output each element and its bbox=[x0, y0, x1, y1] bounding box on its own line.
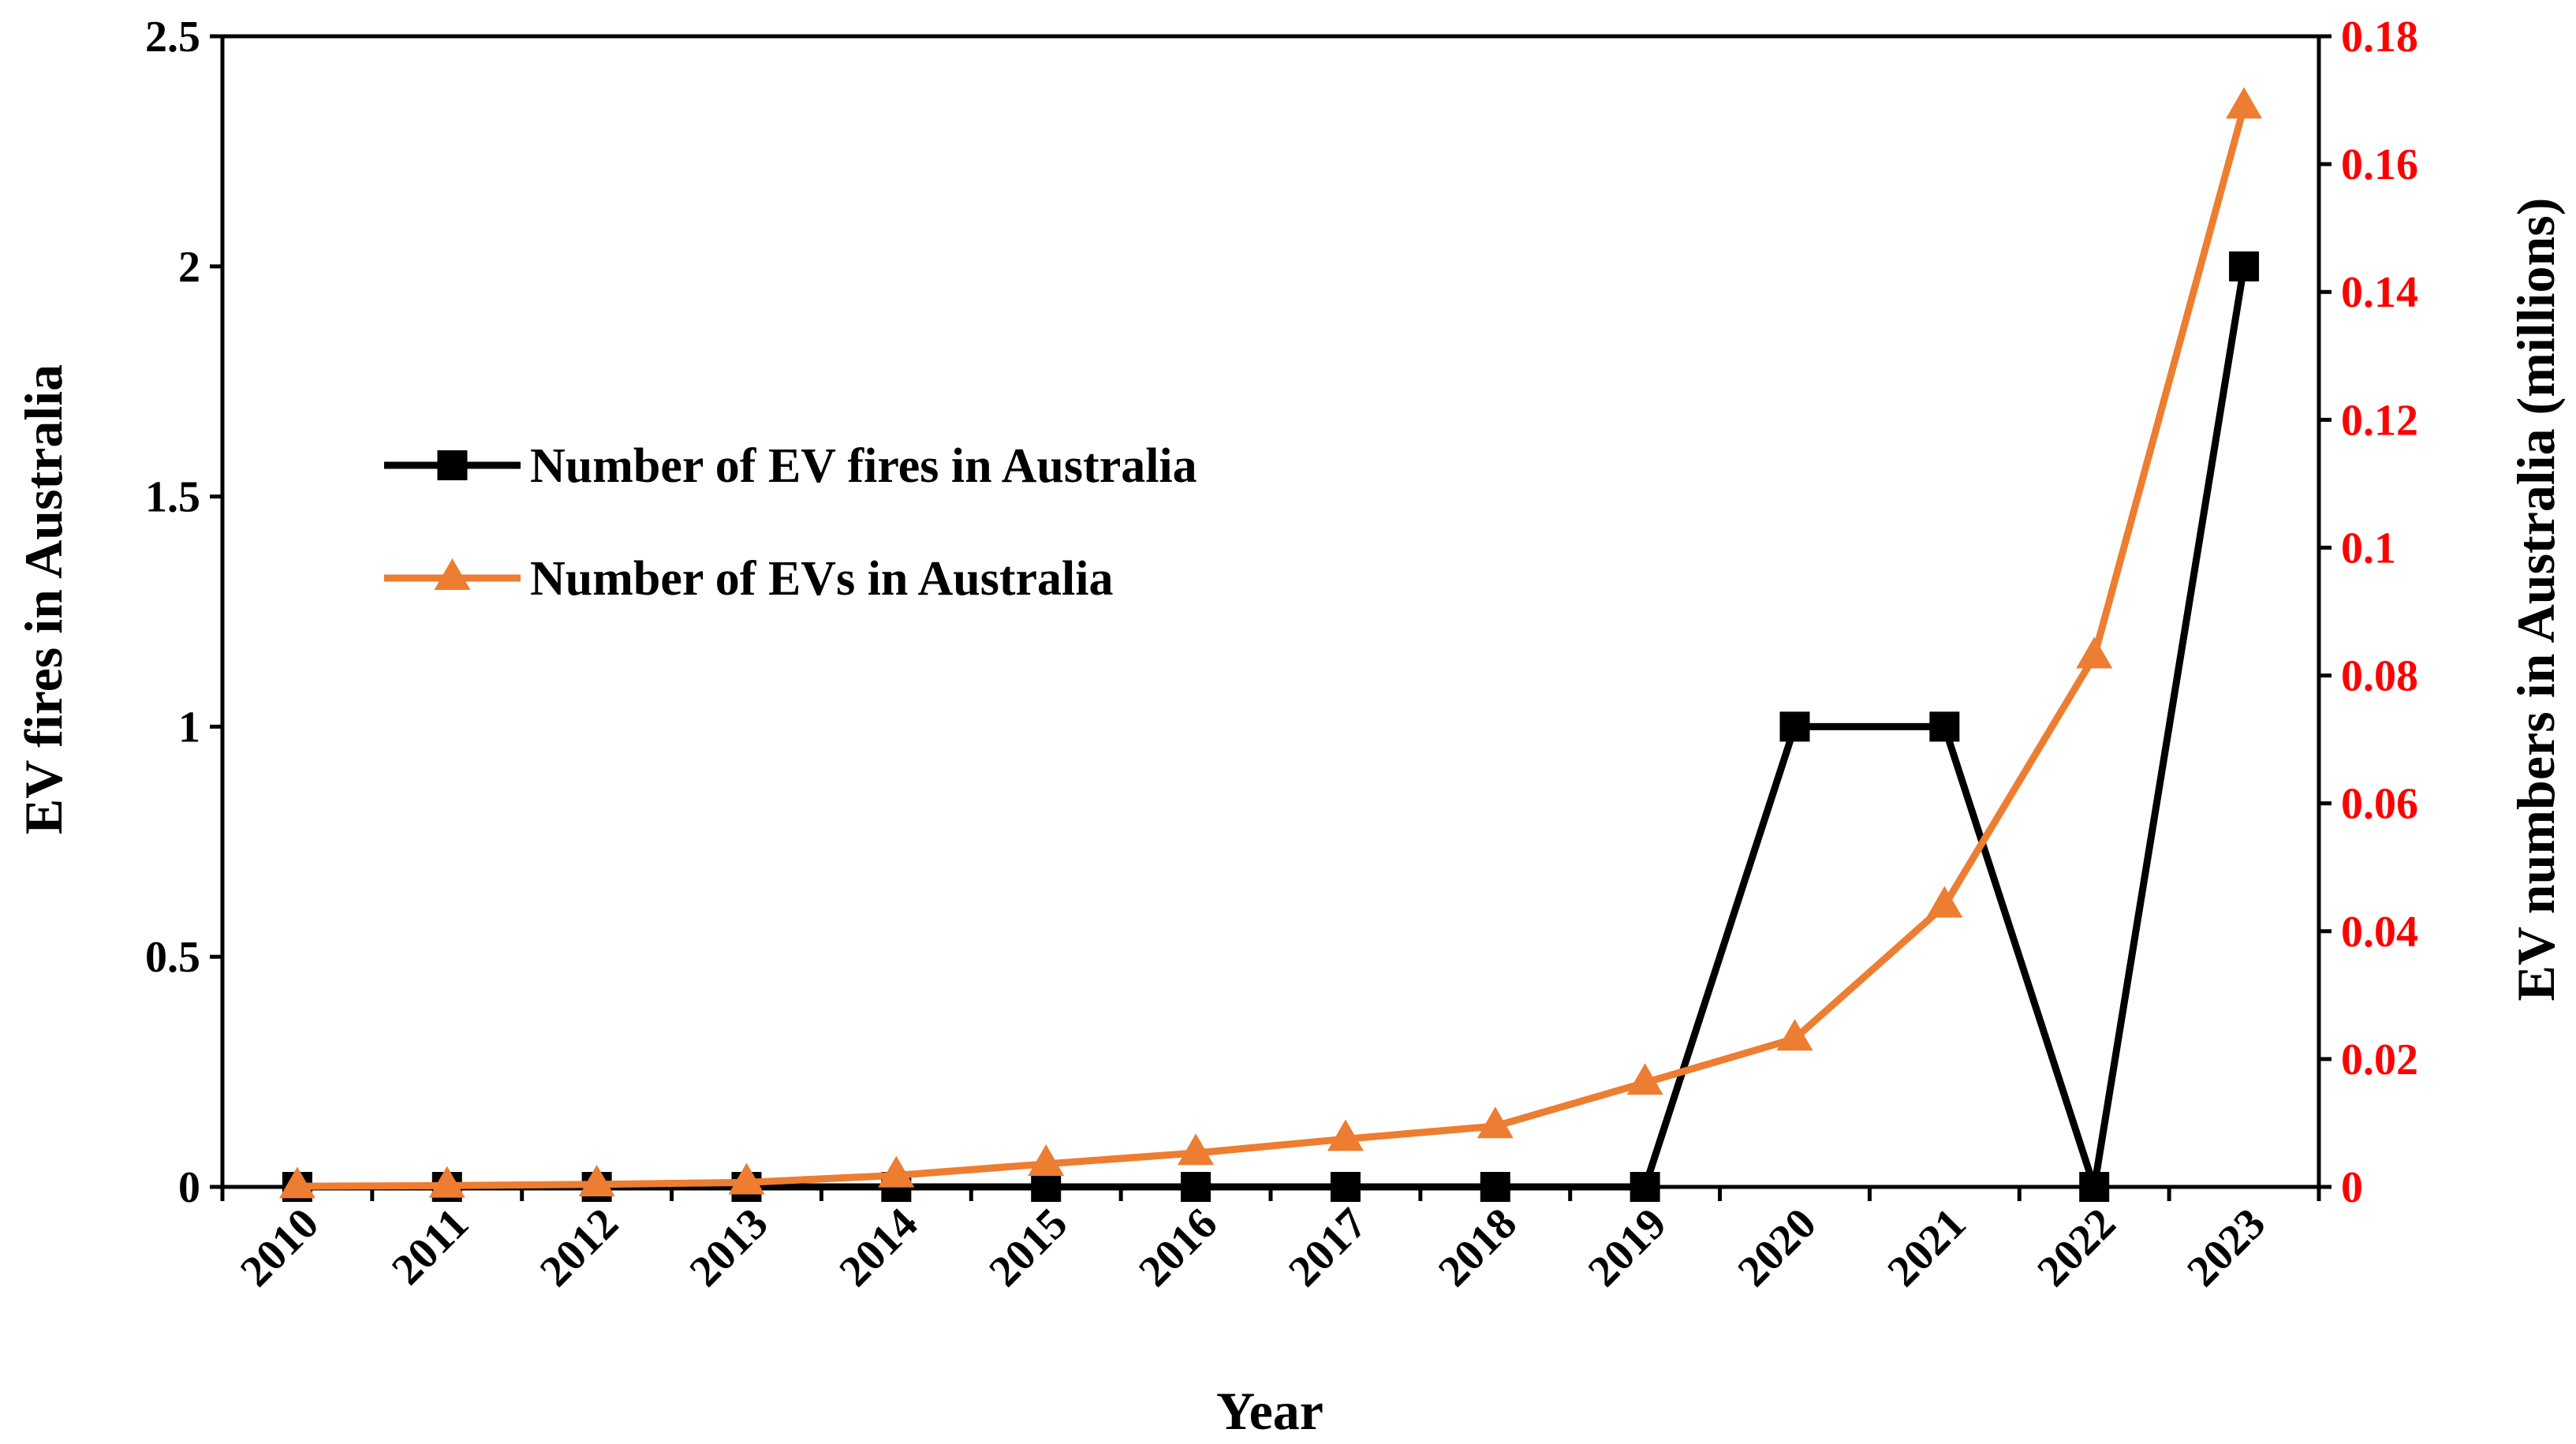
data-point-square bbox=[1480, 1172, 1510, 1202]
x-tick-label: 2019 bbox=[1579, 1199, 1676, 1296]
data-point-square bbox=[1630, 1172, 1660, 1202]
data-point-triangle bbox=[2076, 636, 2113, 669]
left-y-tick-label: 1.5 bbox=[145, 473, 200, 522]
x-tick-label: 2012 bbox=[531, 1199, 628, 1296]
left-y-axis-title: EV fires in Australia bbox=[13, 364, 73, 834]
data-point-triangle bbox=[1926, 886, 1963, 918]
data-point-triangle bbox=[1626, 1063, 1663, 1095]
x-tick-label: 2020 bbox=[1729, 1199, 1826, 1296]
x-tick-label: 2017 bbox=[1279, 1199, 1376, 1296]
left-y-tick-label: 2 bbox=[178, 243, 200, 292]
data-point-square bbox=[1929, 711, 1960, 742]
x-tick-label: 2023 bbox=[2178, 1199, 2275, 1296]
data-point-triangle bbox=[878, 1155, 915, 1188]
x-tick-label: 2011 bbox=[383, 1199, 478, 1294]
data-point-triangle bbox=[278, 1166, 315, 1199]
data-point-triangle bbox=[728, 1162, 765, 1195]
data-point-triangle bbox=[1776, 1019, 1813, 1051]
data-point-triangle bbox=[1028, 1144, 1065, 1177]
plot-area-frame bbox=[220, 34, 2321, 1189]
x-tick-label: 2021 bbox=[1879, 1199, 1976, 1296]
legend-marker-triangle bbox=[434, 558, 471, 590]
legend-entry-2: Number of EVs in Australia bbox=[384, 552, 1114, 606]
legend-label: Number of EV fires in Australia bbox=[530, 439, 1197, 493]
axes-layer: 0 0.5 1 1.5 2 2.5 0 0.02 0.04 0.06 0.08 0.1 0.12 0.14… bbox=[145, 13, 2418, 1296]
x-tick-label: 2013 bbox=[681, 1199, 778, 1296]
data-point-square bbox=[2229, 251, 2260, 282]
legend-label: Number of EVs in Australia bbox=[530, 552, 1114, 606]
right-y-tick-label: 0.18 bbox=[2341, 13, 2418, 62]
data-point-square bbox=[1330, 1172, 1361, 1202]
legend-marker-square bbox=[437, 450, 468, 480]
right-y-tick-label: 0 bbox=[2341, 1163, 2363, 1212]
x-axis-title: Year bbox=[1216, 1381, 1323, 1440]
right-y-tick-label: 0.06 bbox=[2341, 780, 2418, 829]
left-y-tick-label: 1 bbox=[178, 703, 200, 752]
series-2 bbox=[278, 87, 2263, 1199]
data-point-square bbox=[1181, 1172, 1211, 1202]
left-y-tick-label: 2.5 bbox=[145, 13, 200, 62]
legend: Number of EV fires in Australia Number of… bbox=[384, 439, 1197, 606]
data-point-triangle bbox=[578, 1164, 615, 1196]
x-tick-label: 2015 bbox=[980, 1199, 1077, 1296]
data-point-triangle bbox=[1477, 1106, 1514, 1139]
series-1 bbox=[282, 251, 2260, 1202]
x-tick-label: 2010 bbox=[231, 1199, 328, 1296]
x-tick-label: 2018 bbox=[1429, 1199, 1526, 1296]
series-line bbox=[297, 105, 2248, 1190]
right-y-tick-label: 0.08 bbox=[2341, 652, 2418, 701]
data-point-triangle bbox=[2226, 87, 2263, 119]
x-tick-label: 2022 bbox=[2028, 1199, 2125, 1296]
right-y-tick-label: 0.16 bbox=[2341, 140, 2418, 189]
data-point-square bbox=[1031, 1172, 1062, 1202]
data-point-triangle bbox=[1178, 1133, 1215, 1166]
right-y-tick-label: 0.12 bbox=[2341, 396, 2418, 445]
x-tick-label: 2016 bbox=[1129, 1199, 1226, 1296]
left-y-tick-label: 0.5 bbox=[145, 933, 200, 982]
data-point-triangle bbox=[1327, 1119, 1364, 1151]
data-point-square bbox=[2079, 1172, 2110, 1202]
left-y-tick-label: 0 bbox=[178, 1163, 200, 1212]
right-y-tick-label: 0.02 bbox=[2341, 1035, 2418, 1084]
x-tick-label: 2014 bbox=[831, 1199, 928, 1296]
right-y-axis-title: EV numbers in Australia (millions) bbox=[2506, 198, 2566, 1002]
legend-entry-1: Number of EV fires in Australia bbox=[384, 439, 1197, 493]
data-point-triangle bbox=[428, 1166, 465, 1198]
series-layer bbox=[278, 87, 2263, 1202]
right-y-tick-label: 0.14 bbox=[2341, 268, 2418, 317]
right-y-tick-label: 0.1 bbox=[2341, 524, 2396, 573]
data-point-square bbox=[1779, 711, 1810, 742]
right-y-tick-label: 0.04 bbox=[2341, 908, 2418, 957]
